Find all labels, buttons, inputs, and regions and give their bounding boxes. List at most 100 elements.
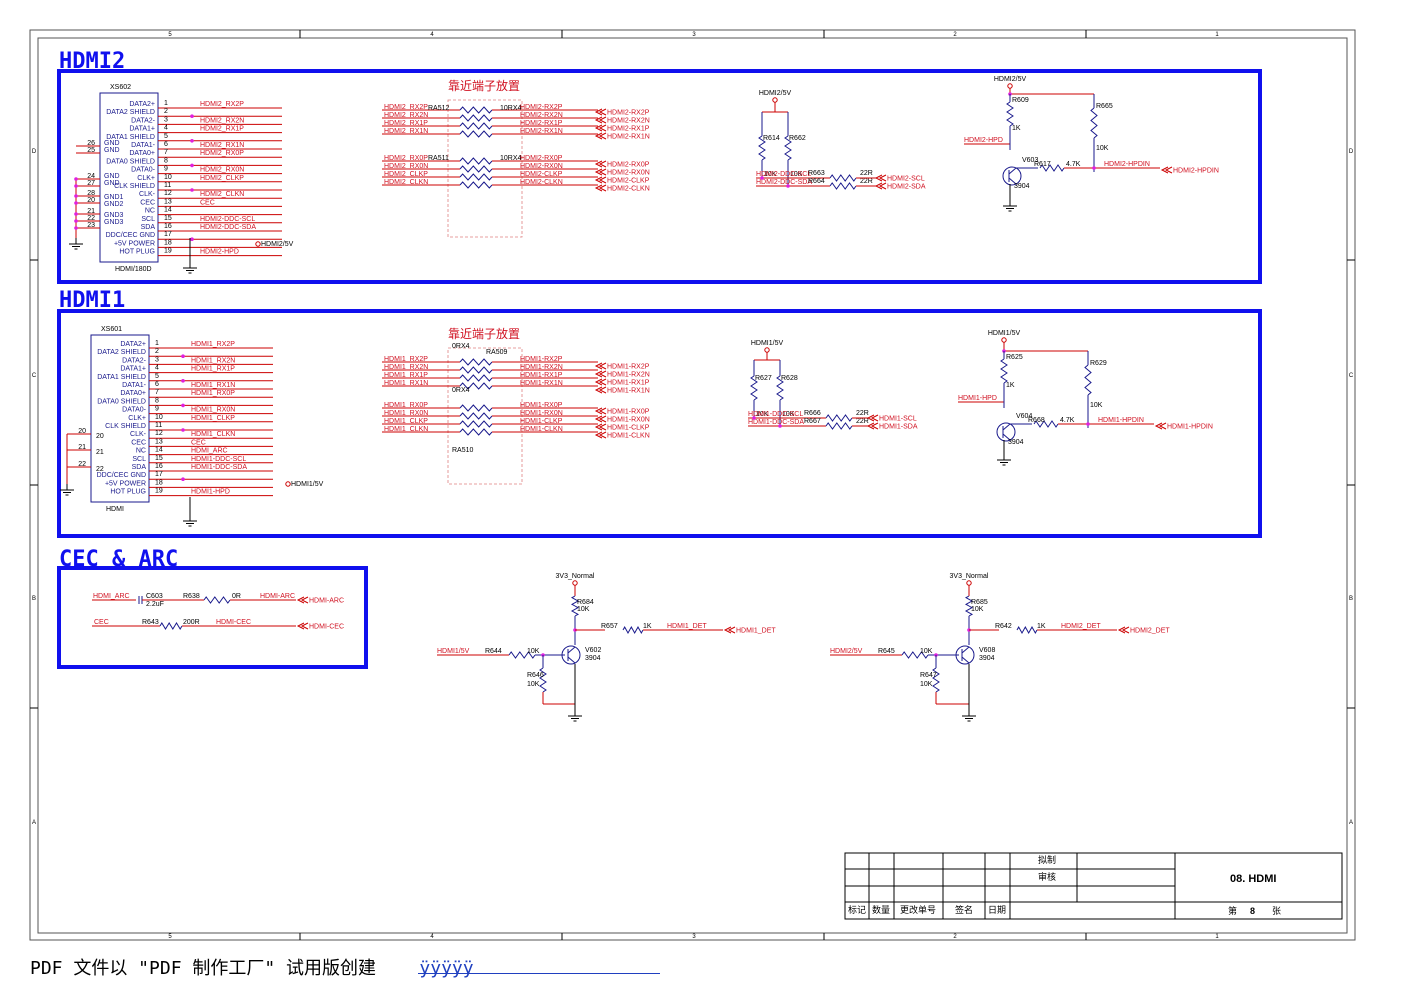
ra512-ref: RA512 <box>428 105 450 112</box>
hpd-q-ref: V604 <box>1016 413 1032 420</box>
ra-in-net: HDMI2_RX2N <box>384 112 428 119</box>
port-arrow <box>296 622 309 630</box>
junction-dot <box>74 219 78 223</box>
ra-in-net: HDMI2_RX2P <box>384 104 428 111</box>
transistor-emitter <box>961 656 970 664</box>
hpd-resistor <box>1006 101 1014 127</box>
det-rin-ref: R644 <box>485 648 502 655</box>
r643 <box>159 622 183 630</box>
det-rup-ref: R685 <box>971 599 988 606</box>
tb-drawn: 拟制 <box>1038 854 1056 866</box>
ddc-scl-port: HDMI1-SCL <box>879 416 917 423</box>
gnd-pin-name: GND <box>104 140 120 147</box>
connector-pin-number: 13 <box>164 198 172 205</box>
transistor-emitter <box>1008 177 1017 185</box>
port-arrow <box>594 415 607 423</box>
ra-out-net: HDMI2-RX1N <box>520 128 563 135</box>
det-rup-value: 10K <box>577 606 590 613</box>
hdmi2-port: HDMI2-CLKP <box>607 178 650 185</box>
port-arrow <box>594 108 607 116</box>
junction-dot <box>181 477 185 482</box>
connector-pin-number: 15 <box>164 215 172 222</box>
hpd-rb-ref: R665 <box>1096 103 1113 110</box>
hpd-rc-value: 4.7K <box>1066 161 1081 168</box>
footer-link[interactable]: ÿÿÿÿÿ <box>419 958 474 979</box>
hpd-rb-ref: R629 <box>1090 360 1107 367</box>
row-label: D <box>32 149 37 155</box>
connector-pin-name: DATA0 SHIELD <box>97 398 146 405</box>
gnd-pin-name: GND3 <box>104 212 124 219</box>
junction-dot <box>190 163 194 168</box>
hpd-in-net: HDMI1-HPD <box>958 395 997 402</box>
connector-pin-number: 14 <box>155 447 163 454</box>
ddc-sda-in: HDMI1-DDC-SDA <box>748 419 804 426</box>
hpd-out-net: HDMI1-HPDIN <box>1098 417 1144 424</box>
hpd-ra-ref: R625 <box>1006 354 1023 361</box>
connector-pin-name: CEC <box>131 439 146 446</box>
connector-net: HDMI_ARC <box>191 448 228 455</box>
ra-in-net: HDMI1_RX1N <box>384 380 428 387</box>
transistor-collector <box>567 646 576 654</box>
power-label: 3V3_Normal <box>950 573 989 580</box>
connector-net: HDMI2_RX0N <box>200 167 244 174</box>
power-symbol <box>572 580 578 586</box>
ra-in-net: HDMI2_CLKP <box>384 171 428 178</box>
connector-pin-name: DATA0- <box>131 167 156 174</box>
ra-resistor <box>459 358 493 366</box>
ra-out-net: HDMI1-RX2P <box>520 356 563 363</box>
hdmi1-note: 靠近端子放置 <box>448 326 520 341</box>
hdmi1-port: HDMI1-RX2N <box>607 372 650 379</box>
column-label: 5 <box>168 32 172 38</box>
ra-resistor <box>459 382 493 390</box>
connector-pin-number: 11 <box>164 182 171 189</box>
cec-out-net: HDMI-CEC <box>216 619 251 626</box>
tb-col-label: 签名 <box>955 904 973 916</box>
hpd-rb-value: 10K <box>1090 402 1103 409</box>
port-arrow <box>874 174 887 182</box>
connector-pin-name: CLK SHIELD <box>105 423 146 430</box>
det-in-net: HDMI1/5V <box>437 648 470 655</box>
ra-out-net: HDMI2-RX0N <box>520 163 563 170</box>
ddc-r2-ref: R662 <box>789 135 806 142</box>
det-rout-ref: R642 <box>995 623 1012 630</box>
connector-pin-name: NC <box>145 208 155 215</box>
connector-pin-number: 1 <box>155 340 159 347</box>
connector-pin-number: 5 <box>155 373 159 380</box>
junction-dot <box>181 403 185 408</box>
connector-pin-name: DATA2+ <box>129 101 155 108</box>
hpd-resistor <box>1090 107 1098 139</box>
hpd-port: HDMI1-HPDIN <box>1167 424 1213 431</box>
power-label: HDMI1/5V <box>988 330 1021 337</box>
connector-pin-name: HOT PLUG <box>110 489 146 496</box>
ra-resistor <box>459 366 493 374</box>
power-label: 3V3_Normal <box>556 573 595 580</box>
det-transistor <box>561 645 581 665</box>
port-arrow <box>866 414 879 422</box>
ddc-r4-ref: R667 <box>804 418 821 425</box>
connector-pin-name: DATA2+ <box>120 341 146 348</box>
det-rin-value: 10K <box>920 648 933 655</box>
det-resistor <box>932 667 940 693</box>
connector-net: HDMI1_RX2N <box>191 357 235 364</box>
hdmi1-port: HDMI1-RX2P <box>607 364 650 371</box>
ddc-resistor <box>758 135 766 161</box>
gnd-pin-number: 22 <box>87 215 95 222</box>
ddc-r1-value: 10K <box>764 171 777 178</box>
ddc-scl-in: HDMI2-DDC-SCL <box>756 171 811 178</box>
column-label: 5 <box>168 934 172 940</box>
ra-resistor <box>459 165 493 173</box>
hpd-transistor <box>1002 166 1022 186</box>
power-symbol <box>285 481 291 487</box>
connector-pin-name: DATA0 SHIELD <box>106 158 155 165</box>
power-label: HDMI1/5V <box>751 340 784 347</box>
r638-ref: R638 <box>183 593 200 600</box>
hdmi2-title: HDMI2 <box>59 49 125 74</box>
connector-net: HDMI1-DDC-SCL <box>191 456 246 463</box>
hpd-resistor <box>1033 420 1059 428</box>
ra510-value: 0RX4 <box>452 387 470 394</box>
connector-pin-number: 4 <box>164 125 168 132</box>
connector-pin-number: 9 <box>164 166 168 173</box>
ra-resistor <box>459 412 493 420</box>
connector-pin-number: 7 <box>155 389 159 396</box>
tb-checked: 审核 <box>1038 871 1056 883</box>
